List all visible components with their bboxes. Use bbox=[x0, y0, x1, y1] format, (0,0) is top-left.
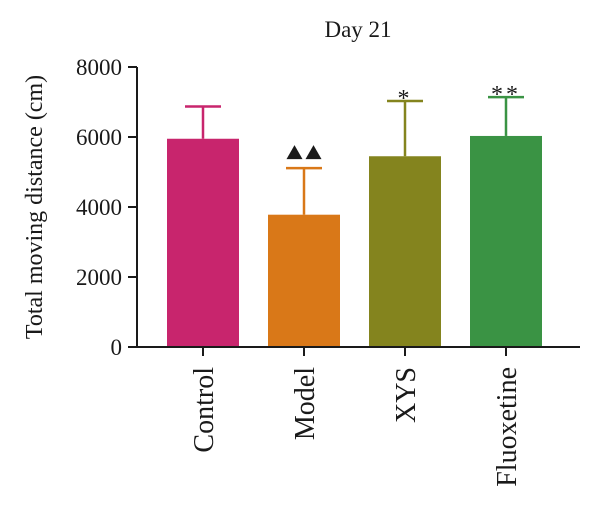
significance-markers-layer: * ** bbox=[286, 82, 521, 160]
x-tick-label-control: Control bbox=[189, 367, 220, 453]
x-ticks-layer: Control Model XYS Fluoxetine bbox=[189, 347, 523, 487]
y-ticks-layer: 0 2000 4000 6000 8000 bbox=[76, 55, 137, 360]
y-tick-label: 2000 bbox=[76, 265, 122, 290]
y-axis-label: Total moving distance (cm) bbox=[22, 75, 48, 339]
y-tick-label: 6000 bbox=[76, 125, 122, 150]
error-bar-control bbox=[185, 105, 221, 139]
y-tick-label: 4000 bbox=[76, 195, 122, 220]
error-bar-xys bbox=[387, 99, 423, 157]
x-tick-label-xys: XYS bbox=[391, 367, 422, 423]
error-bars-layer bbox=[185, 95, 524, 215]
error-bar-fluoxetine bbox=[488, 95, 524, 136]
significance-marker-model bbox=[286, 145, 322, 160]
bar-xys bbox=[369, 156, 441, 347]
bar-control bbox=[167, 138, 239, 347]
x-tick-label-model: Model bbox=[290, 367, 321, 440]
y-tick-label: 8000 bbox=[76, 55, 122, 80]
bar-fluoxetine bbox=[470, 135, 542, 347]
y-tick-label: 0 bbox=[111, 335, 123, 360]
error-bar-model bbox=[286, 166, 322, 215]
x-tick-label-fluoxetine: Fluoxetine bbox=[492, 367, 523, 487]
triangle-marker bbox=[305, 145, 322, 160]
bar-model bbox=[268, 214, 340, 347]
triangle-marker bbox=[286, 145, 303, 160]
bars-layer bbox=[167, 135, 542, 347]
chart-title: Day 21 bbox=[324, 17, 391, 42]
significance-marker-fluoxetine: ** bbox=[491, 82, 521, 108]
significance-marker-xys: * bbox=[398, 86, 413, 112]
